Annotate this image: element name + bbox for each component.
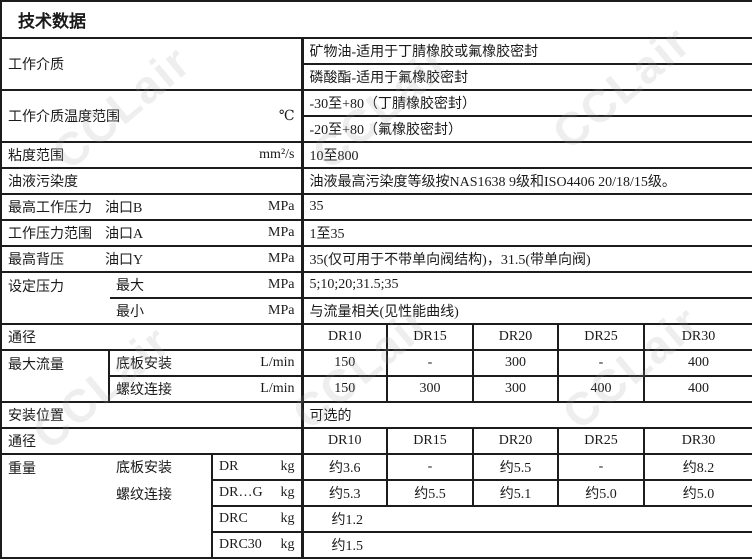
set-pressure-min-label: 最小 MPa [109, 297, 304, 325]
table-row: 工作介质温度范围 ℃ -30至+80（丁腈橡胶密封） [0, 89, 752, 143]
table-row: 工作介质 矿物油-适用于丁腈橡胶或氟橡胶密封 [0, 37, 752, 91]
contamination-label: 油液污染度 [0, 167, 304, 195]
table-row: 重量 底板安装 DR kg 约3.6 - 约5.5 - 约8.2 [0, 453, 752, 559]
weight-value: 约5.1 [472, 479, 559, 507]
bore-size: DR25 [557, 323, 645, 351]
flow-value: 150 [301, 349, 388, 377]
weight-type: DR…G kg [211, 479, 304, 507]
table-row: 油液污染度 油液最高污染度等级按NAS1638 9级和ISO4406 20/18… [0, 167, 752, 195]
set-pressure-min-value: 与流量相关(见性能曲线) [301, 297, 752, 325]
bore-size: DR25 [557, 427, 645, 455]
set-pressure-max-value: 5;10;20;31.5;35 [301, 271, 752, 299]
table-row: 通径 DR10 DR15 DR20 DR25 DR30 [0, 323, 752, 351]
bore-size: DR30 [643, 323, 752, 351]
flow-subplate-label: 底板安装 L/min [108, 349, 304, 377]
weight-value: - [386, 453, 474, 481]
weight-value: 约1.5 [301, 531, 752, 559]
max-pressure-value: 35 [301, 193, 752, 221]
flow-threaded-label: 螺纹连接 L/min [108, 375, 304, 403]
flow-label: 最大流量 [0, 349, 110, 403]
table-row: 工作压力范围 油口A MPa 1至35 [0, 219, 752, 247]
flow-value: 300 [472, 375, 559, 403]
bore-size: DR30 [643, 427, 752, 455]
weight-value: 约3.6 [301, 453, 388, 481]
weight-label: 重量 [0, 453, 109, 559]
weight-value: 约5.5 [472, 453, 559, 481]
max-pressure-label: 最高工作压力 油口B MPa [0, 193, 304, 221]
pressure-range-value: 1至35 [301, 219, 752, 247]
flow-value: 150 [301, 375, 388, 403]
flow-value: 400 [643, 375, 752, 403]
table-title: 技术数据 [0, 0, 752, 39]
table-row: 最高背压 油口Y MPa 35(仅可用于不带单向阀结构)，31.5(带单向阀) [0, 245, 752, 273]
set-pressure-max-label: 最大 MPa [109, 271, 304, 299]
bore-size: DR20 [472, 427, 559, 455]
viscosity-label: 粘度范围 mm²/s [0, 141, 304, 169]
mounting-label: 安装位置 [0, 401, 304, 429]
flow-value: - [557, 349, 645, 377]
pressure-range-label: 工作压力范围 油口A MPa [0, 219, 304, 247]
weight-threaded-label: 螺纹连接 [109, 480, 213, 559]
bore-size: DR20 [472, 323, 559, 351]
weight-value: 约5.3 [301, 479, 388, 507]
weight-value: 约1.2 [301, 505, 752, 533]
medium-label: 工作介质 [0, 37, 304, 91]
temperature-value: -30至+80（丁腈橡胶密封） [301, 89, 752, 117]
bore-size: DR15 [386, 427, 474, 455]
weight-value: 约5.5 [386, 479, 474, 507]
table-row: 粘度范围 mm²/s 10至800 [0, 141, 752, 169]
table-row: 最高工作压力 油口B MPa 35 [0, 193, 752, 221]
weight-type: DR kg [211, 453, 304, 481]
mounting-value: 可选的 [301, 401, 752, 429]
back-pressure-value: 35(仅可用于不带单向阀结构)，31.5(带单向阀) [301, 245, 752, 273]
contamination-value: 油液最高污染度等级按NAS1638 9级和ISO4406 20/18/15级。 [301, 167, 752, 195]
set-pressure-label: 设定压力 [0, 271, 109, 325]
temperature-label: 工作介质温度范围 ℃ [0, 89, 304, 143]
unit: mm²/s [259, 147, 295, 162]
bore-label: 通径 [0, 323, 304, 351]
weight-type: DRC30 kg [211, 531, 304, 559]
viscosity-value: 10至800 [301, 141, 752, 169]
flow-value: 300 [386, 375, 474, 403]
table-row: 通径 DR10 DR15 DR20 DR25 DR30 [0, 427, 752, 455]
table-row: 设定压力 最大 MPa 5;10;20;31.5;35 [0, 271, 752, 325]
bore-size: DR15 [386, 323, 474, 351]
weight-value: - [557, 453, 645, 481]
bore-size: DR10 [301, 323, 388, 351]
medium-value: 磷酸酯-适用于氟橡胶密封 [301, 63, 752, 91]
temperature-value: -20至+80（氟橡胶密封） [301, 115, 752, 143]
table-row: 安装位置 可选的 [0, 401, 752, 429]
bore-label: 通径 [0, 427, 304, 455]
back-pressure-label: 最高背压 油口Y MPa [0, 245, 304, 273]
bore-size: DR10 [301, 427, 388, 455]
weight-type: DRC kg [211, 505, 304, 533]
flow-value: 300 [472, 349, 559, 377]
medium-value: 矿物油-适用于丁腈橡胶或氟橡胶密封 [301, 37, 752, 65]
weight-value: 约5.0 [557, 479, 645, 507]
flow-value: 400 [557, 375, 645, 403]
table-row: 最大流量 底板安装 L/min 150 - 300 - 400 [0, 349, 752, 403]
weight-value: 约5.0 [643, 479, 752, 507]
flow-value: 400 [643, 349, 752, 377]
unit: ℃ [278, 108, 295, 124]
flow-value: - [386, 349, 474, 377]
weight-value: 约8.2 [643, 453, 752, 481]
weight-subplate-label: 底板安装 [109, 453, 213, 480]
